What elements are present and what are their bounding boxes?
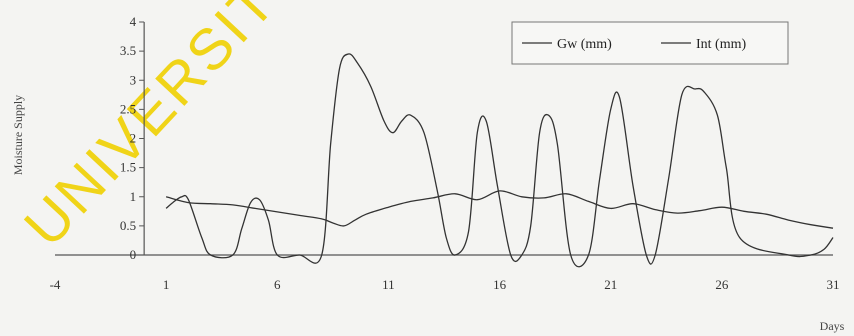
y-ticks: 0 0.5 1 1.5 2 2.5 3 3.5 4 (120, 14, 145, 262)
x-tick-label: 21 (604, 277, 617, 292)
y-tick-label: 1 (130, 189, 137, 204)
series-layer (165, 53, 834, 268)
legend: Gw (mm) Int (mm) (511, 21, 789, 65)
series-line-gw (165, 53, 834, 268)
legend-label-gw: Gw (mm) (557, 37, 612, 52)
x-tick-label: 31 (827, 277, 840, 292)
x-tick-label: 11 (382, 277, 395, 292)
y-tick-label: 4 (130, 14, 137, 29)
x-tick-label: 6 (274, 277, 281, 292)
x-tick-label: 1 (163, 277, 170, 292)
x-tick-label: 26 (715, 277, 729, 292)
y-tick-label: 2 (130, 131, 137, 146)
y-tick-label: 0.5 (120, 218, 136, 233)
x-axis-label: Days (820, 319, 845, 333)
x-tick-label: 16 (493, 277, 507, 292)
y-tick-label: 1.5 (120, 160, 136, 175)
watermark-text: UNIVERSITY (12, 0, 317, 259)
legend-box (511, 21, 789, 65)
y-tick-label: 3 (130, 72, 137, 87)
series-line-int (165, 190, 834, 229)
legend-label-int: Int (mm) (696, 37, 746, 52)
y-tick-label: 3.5 (120, 43, 136, 58)
y-tick-label: 0 (130, 247, 137, 262)
y-tick-label: 2.5 (120, 101, 136, 116)
y-axis-label: Moisture Supply (11, 95, 25, 175)
x-ticks: -4 1 6 11 16 21 26 31 (50, 277, 840, 292)
x-tick-label: -4 (50, 277, 61, 292)
